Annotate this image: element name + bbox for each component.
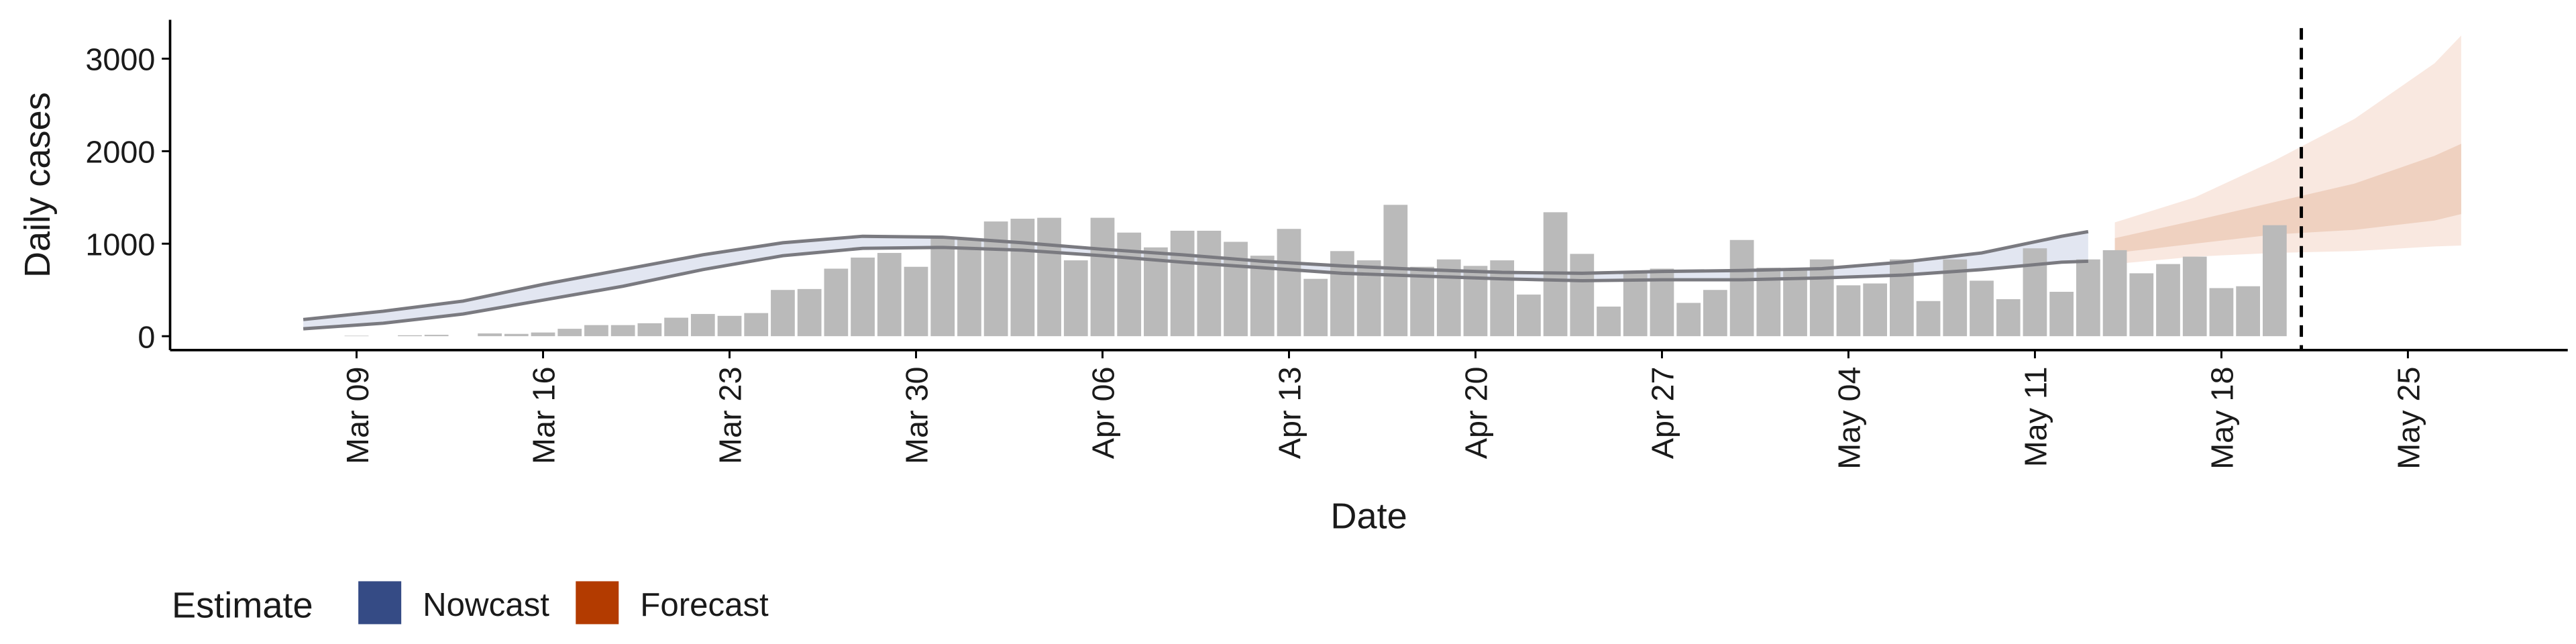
bar	[1197, 230, 1222, 337]
bar	[1890, 259, 1914, 337]
bar	[2156, 264, 2180, 337]
bar	[1356, 260, 1381, 337]
inner-band	[2114, 144, 2461, 254]
bar	[1703, 290, 1727, 337]
bar	[424, 335, 449, 337]
bar	[531, 332, 555, 337]
bar	[478, 333, 502, 337]
bar	[1170, 230, 1195, 337]
y-tick-label: 3000	[85, 42, 155, 77]
bar	[557, 329, 582, 337]
bar	[1623, 273, 1648, 337]
bar	[717, 315, 742, 337]
bar	[1809, 259, 1834, 337]
bound-line	[303, 246, 2088, 331]
bar	[1836, 285, 1861, 337]
y-axis-title: Daily cases	[17, 92, 58, 278]
x-tick-label: Mar 30	[900, 366, 934, 464]
x-tick-label: Mar 16	[527, 366, 561, 464]
x-tick-label: Apr 20	[1459, 366, 1494, 459]
x-axis-title: Date	[1330, 496, 1407, 537]
y-tick-label: 2000	[85, 135, 155, 170]
x-tick-label: Apr 27	[1646, 366, 1680, 459]
y-tick-label: 1000	[85, 227, 155, 262]
bar	[930, 237, 955, 337]
bar	[2236, 286, 2261, 337]
bars	[344, 205, 2287, 337]
legend-label: Forecast	[640, 586, 769, 623]
y-tick-label: 0	[138, 319, 155, 354]
x-tick-label: Mar 23	[713, 366, 748, 464]
bar	[2049, 291, 2074, 337]
bar	[1996, 299, 2021, 337]
x-tick-label: Mar 09	[340, 366, 375, 464]
x-tick-label: Apr 13	[1273, 366, 1307, 459]
bar	[1063, 260, 1088, 337]
bar	[1303, 278, 1328, 337]
bar	[2076, 259, 2100, 337]
bar	[1037, 217, 1061, 337]
bar	[637, 323, 662, 337]
bar	[744, 313, 769, 337]
x-tick-label: Apr 06	[1086, 366, 1121, 459]
bar	[504, 333, 529, 337]
bar	[398, 335, 422, 337]
bar	[1916, 301, 1941, 337]
legend-label: Nowcast	[423, 586, 549, 623]
legend-title: Estimate	[172, 586, 313, 626]
bar	[1597, 307, 1621, 337]
x-tick-label: May 18	[2205, 366, 2240, 469]
bands	[303, 35, 2461, 329]
bar	[1117, 232, 1142, 337]
bar	[904, 266, 928, 337]
x-tick-label: May 25	[2392, 366, 2426, 469]
bar	[690, 314, 715, 337]
legend-swatch	[358, 581, 402, 625]
bar	[1224, 241, 1248, 337]
bar	[2023, 248, 2047, 337]
lines	[303, 229, 2089, 331]
bar	[1970, 280, 1994, 337]
bar	[1570, 254, 1595, 337]
bar	[344, 335, 369, 337]
bar	[877, 253, 902, 337]
bar	[2129, 273, 2154, 337]
bar	[1277, 229, 1301, 337]
bar	[957, 237, 981, 337]
bar	[1517, 294, 1541, 337]
bound-line	[303, 229, 2089, 321]
bar	[771, 290, 795, 337]
bar	[2182, 256, 2207, 337]
bar	[1383, 205, 1408, 337]
bar	[1863, 283, 1888, 337]
bar	[851, 257, 875, 337]
bar	[584, 325, 608, 337]
x-tick-label: May 11	[2019, 366, 2053, 467]
legend-swatch	[576, 581, 619, 625]
bar	[610, 325, 635, 337]
band	[303, 231, 2088, 329]
bar	[1783, 269, 1807, 337]
bar	[1676, 303, 1701, 337]
bar	[1410, 266, 1434, 337]
bar	[664, 317, 688, 337]
bar	[2209, 288, 2234, 337]
bar	[824, 268, 849, 337]
bar	[797, 288, 822, 337]
bar	[1729, 239, 1754, 337]
bar	[1090, 217, 1115, 337]
x-tick-label: May 04	[1832, 366, 1867, 469]
bar	[1010, 219, 1035, 337]
bar	[2102, 250, 2127, 337]
bar	[2262, 225, 2287, 337]
